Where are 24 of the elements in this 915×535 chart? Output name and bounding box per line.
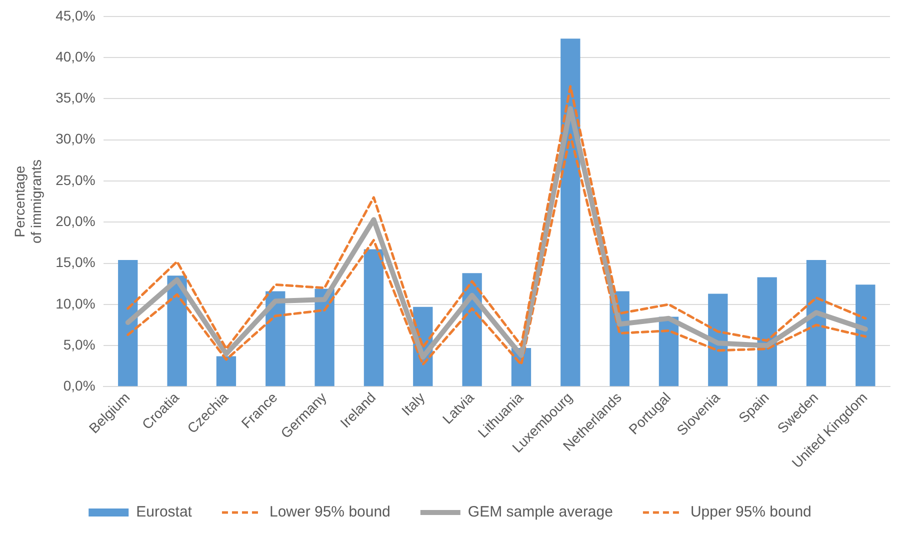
bar: [364, 249, 384, 386]
legend-label: Lower 95% bound: [269, 504, 390, 521]
bar: [216, 356, 236, 386]
y-tick-label: 25,0%: [56, 172, 96, 188]
y-tick-label: 15,0%: [56, 254, 96, 270]
bar: [314, 288, 334, 386]
legend-label: Upper 95% bound: [690, 504, 812, 521]
y-tick-label: 10,0%: [56, 295, 96, 312]
y-tick-label: 45,0%: [56, 7, 96, 24]
legend-label: Eurostat: [136, 504, 193, 521]
y-axis-title: Percentage of immigrants: [11, 160, 44, 244]
y-tick-label: 0,0%: [63, 378, 96, 394]
y-tick-label: 40,0%: [56, 48, 96, 64]
y-tick-label: 35,0%: [56, 90, 96, 106]
y-tick-label: 5,0%: [63, 336, 96, 352]
bar: [266, 291, 286, 386]
x-tick-label: Italy: [398, 389, 428, 419]
legend-label: GEM sample average: [468, 504, 613, 521]
bar: [856, 284, 876, 386]
y-tick-label: 20,0%: [56, 212, 96, 229]
y-tick-label: 30,0%: [56, 130, 96, 147]
bar: [118, 260, 138, 386]
bar: [806, 260, 826, 386]
bar: [757, 277, 777, 386]
